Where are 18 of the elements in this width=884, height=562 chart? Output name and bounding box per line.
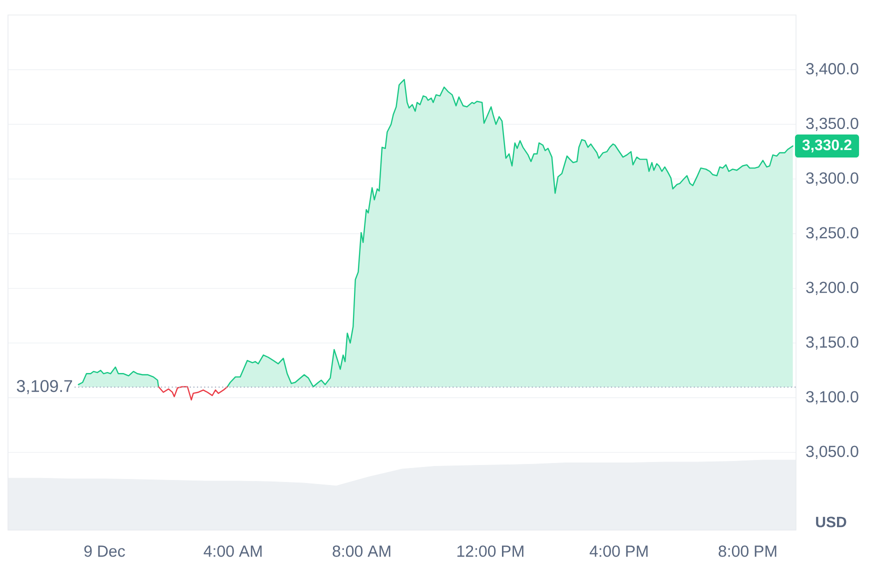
y-tick-label: 3,200.0 (806, 282, 858, 295)
y-tick-label: 3,350.0 (806, 118, 858, 131)
y-tick-label: 3,150.0 (806, 336, 858, 350)
x-tick-label: 8:00 PM (718, 546, 776, 557)
y-axis-title: USD (816, 516, 846, 528)
ref-line-label: 3,109.7 (16, 380, 72, 394)
x-tick-label: 4:00 AM (204, 546, 262, 557)
y-tick-label: 3,100.0 (806, 391, 858, 404)
y-tick-label: 3,300.0 (806, 172, 858, 186)
annotation: 3,330.2 (802, 140, 852, 152)
x-tick-label: 8:00 AM (332, 546, 390, 557)
y-tick-label: 3,050.0 (806, 446, 858, 459)
line-series (158, 386, 228, 400)
y-tick-label: 3,400.0 (806, 63, 858, 76)
x-tick-label: 12:00 PM (457, 546, 524, 557)
x-tick-label: 9 Dec (84, 546, 125, 557)
y-tick-label: 3,250.0 (806, 227, 858, 240)
x-tick-label: 4:00 PM (590, 546, 648, 557)
